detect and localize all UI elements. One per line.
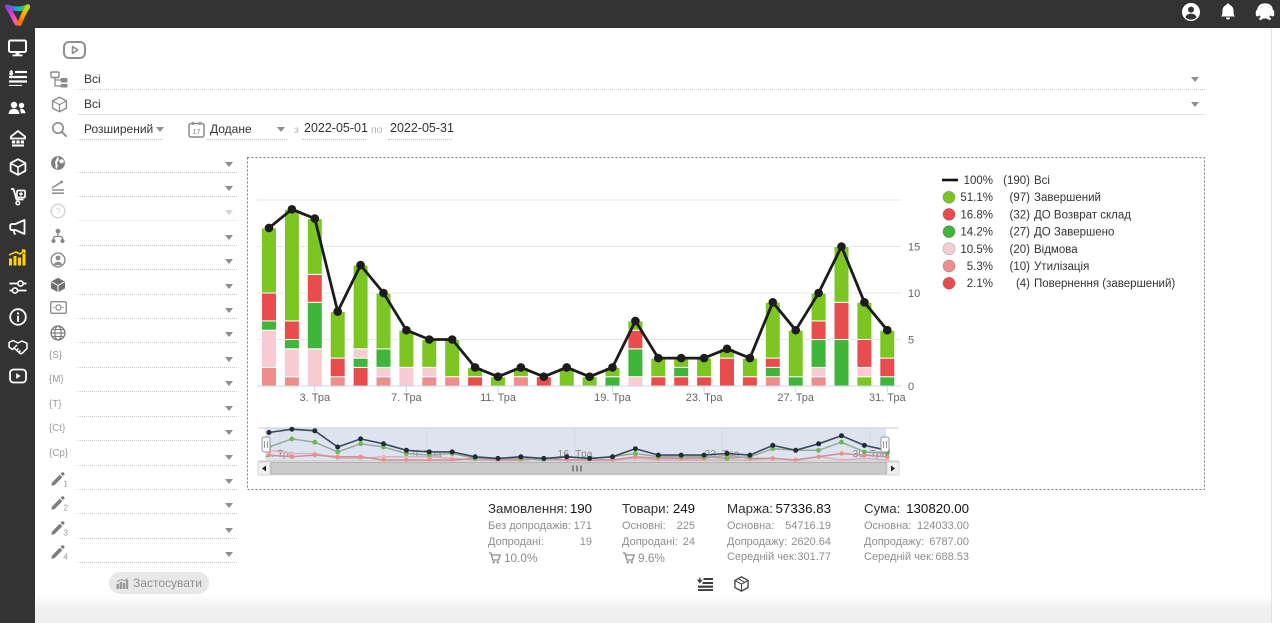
svg-text:5.3%: 5.3% <box>967 261 993 273</box>
svg-text:0: 0 <box>908 381 914 393</box>
svg-text:(32): (32) <box>1010 209 1031 221</box>
svg-text:ДО Возврат склад: ДО Возврат склад <box>1034 209 1131 221</box>
svg-text:2: 2 <box>63 503 68 512</box>
svg-text:(10): (10) <box>1010 261 1031 273</box>
svg-text:5: 5 <box>908 335 914 347</box>
svg-text:(97): (97) <box>1010 192 1031 204</box>
svg-text:14.2%: 14.2% <box>960 227 993 239</box>
svg-text:(4): (4) <box>1016 278 1030 290</box>
svg-text:11. Тра: 11. Тра <box>480 392 517 404</box>
svg-text:7. Тра: 7. Тра <box>391 392 422 404</box>
svg-text:100%: 100% <box>964 175 993 187</box>
svg-text:19. Тра: 19. Тра <box>594 392 632 404</box>
svg-text:?: ? <box>55 207 60 218</box>
svg-text:51.1%: 51.1% <box>960 192 993 204</box>
svg-text:4: 4 <box>63 551 68 560</box>
svg-text:23. Тра: 23. Тра <box>686 392 724 404</box>
svg-text:27. Тра: 27. Тра <box>777 392 815 404</box>
svg-text:10.5%: 10.5% <box>960 244 993 256</box>
svg-text:3. Тра: 3. Тра <box>300 392 331 404</box>
svg-text:10: 10 <box>908 288 920 300</box>
svg-text:(27): (27) <box>1010 227 1031 239</box>
svg-text:17: 17 <box>192 127 200 136</box>
svg-text:Повернення (завершений): Повернення (завершений) <box>1034 278 1175 290</box>
svg-text:ДО Завершено: ДО Завершено <box>1034 227 1114 239</box>
svg-text:16.8%: 16.8% <box>960 209 993 221</box>
svg-text:Утилізація: Утилізація <box>1034 261 1089 273</box>
svg-text:15: 15 <box>908 242 920 254</box>
svg-text:(20): (20) <box>1010 244 1031 256</box>
svg-text:3: 3 <box>63 527 68 536</box>
svg-text:1: 1 <box>63 478 68 487</box>
svg-text:Всі: Всі <box>1034 175 1050 187</box>
svg-text:(190): (190) <box>1003 175 1030 187</box>
svg-text:2.1%: 2.1% <box>967 278 993 290</box>
svg-text:Відмова: Відмова <box>1034 244 1078 256</box>
svg-text:Завершений: Завершений <box>1034 192 1101 204</box>
svg-text:31. Тра: 31. Тра <box>869 392 907 404</box>
